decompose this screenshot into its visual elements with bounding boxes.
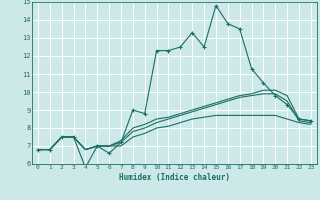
X-axis label: Humidex (Indice chaleur): Humidex (Indice chaleur) <box>119 173 230 182</box>
